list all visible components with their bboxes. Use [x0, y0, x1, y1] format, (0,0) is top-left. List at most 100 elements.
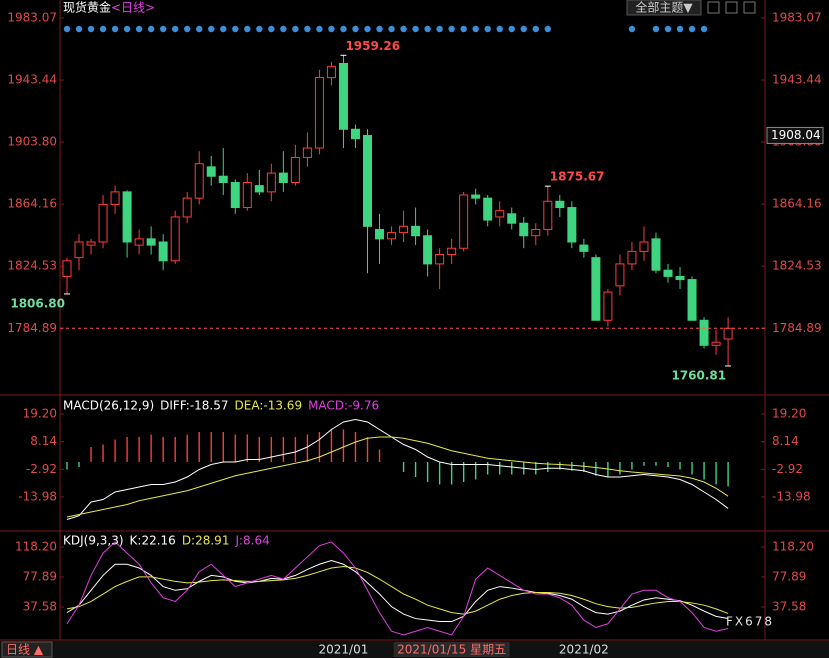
- signal-dot: [184, 25, 191, 33]
- legend-entry: MACD:-9.76: [308, 399, 379, 413]
- signal-dot: [63, 25, 71, 33]
- signal-dot: [376, 25, 383, 33]
- y-tick-label-left: 37.58: [23, 599, 57, 613]
- candle-body: [555, 200, 565, 209]
- candle-body: [254, 185, 264, 193]
- candle-body: [314, 77, 324, 149]
- candle-body: [483, 197, 493, 221]
- extreme-label: 1959.26: [345, 39, 400, 53]
- candle-body: [423, 235, 433, 265]
- candle-body: [375, 228, 385, 240]
- period-button-label[interactable]: 日线 ▲: [6, 643, 44, 657]
- y-tick-label-right: 77.89: [772, 569, 806, 583]
- y-tick-label-left: 1943.44: [7, 73, 57, 87]
- date-box: [393, 642, 510, 657]
- indicator-title: KDJ(9,3,3): [63, 534, 124, 548]
- signal-dot: [171, 25, 179, 33]
- legend-entry: DIFF:-18.57: [160, 399, 228, 413]
- candle-body: [615, 263, 625, 287]
- candle-body: [591, 257, 601, 321]
- theme-button-label[interactable]: 全部主题▼: [635, 0, 693, 15]
- signal-dot: [532, 25, 539, 33]
- signal-dot: [147, 25, 155, 33]
- watermark: FX678: [726, 615, 774, 629]
- candle-body: [86, 241, 96, 246]
- candle-body: [158, 241, 168, 262]
- signal-dot: [244, 25, 251, 33]
- candle-body: [110, 191, 120, 205]
- signal-dot: [316, 25, 323, 33]
- signal-dot: [388, 25, 395, 33]
- signal-dot: [676, 25, 684, 33]
- signal-dot: [352, 25, 359, 33]
- signal-dot: [628, 25, 636, 33]
- candle-body: [302, 147, 312, 158]
- candle-body: [519, 222, 529, 237]
- theme-button[interactable]: [626, 0, 702, 16]
- signal-dot: [400, 25, 407, 33]
- y-tick-label-right: -13.98: [772, 489, 811, 503]
- indicator-title: MACD(26,12,9): [63, 399, 154, 413]
- x-tick-label: 2021/01/15 星期五: [397, 643, 506, 657]
- period-label: <日线>: [111, 1, 155, 15]
- candle-body: [459, 194, 469, 249]
- signal-dot: [196, 25, 203, 33]
- signal-dot: [159, 25, 167, 33]
- candle-body: [663, 269, 673, 277]
- signal-dot: [340, 25, 347, 33]
- y-tick-label-left: -13.98: [18, 489, 57, 503]
- candle-body: [122, 191, 132, 243]
- y-tick-label-left: 1983.07: [7, 10, 57, 24]
- signal-dot: [496, 25, 503, 33]
- candle-body: [543, 200, 553, 230]
- candle-body: [639, 241, 649, 252]
- signal-dot: [364, 25, 371, 33]
- y-tick-label-right: 37.58: [772, 599, 806, 613]
- signal-dot: [304, 25, 311, 33]
- cursor-price-box: [766, 126, 824, 144]
- legend-entry: J:8.64: [234, 534, 269, 548]
- candle-body: [326, 66, 336, 79]
- y-tick-label-right: 8.14: [772, 434, 799, 448]
- candle-body: [363, 135, 372, 227]
- candle-body: [531, 228, 541, 237]
- candle-body: [411, 225, 421, 237]
- candle-body: [387, 232, 397, 240]
- cursor-price-label: 1908.04: [771, 128, 821, 142]
- x-tick-label: 2021/02: [559, 643, 609, 657]
- candle-body: [290, 156, 300, 183]
- y-tick-label-left: 77.89: [23, 569, 57, 583]
- extreme-label: 1875.67: [550, 170, 605, 184]
- period-button[interactable]: [1, 641, 53, 658]
- signal-dot: [256, 25, 263, 33]
- icon[interactable]: [725, 1, 738, 14]
- candle-body: [242, 181, 252, 209]
- y-tick-label-right: -2.92: [772, 462, 803, 476]
- candle-body: [350, 128, 360, 140]
- signal-dot: [75, 25, 83, 33]
- signal-dot: [688, 25, 696, 33]
- candle-body: [723, 327, 733, 340]
- signal-dot: [664, 25, 672, 33]
- signal-dot: [652, 25, 660, 33]
- icon[interactable]: [743, 1, 756, 14]
- candle-body: [627, 250, 637, 265]
- signal-dot: [424, 25, 431, 33]
- signal-dot: [135, 25, 143, 33]
- y-tick-label-right: 1943.44: [772, 73, 822, 87]
- y-tick-label-right: 1824.53: [772, 259, 822, 273]
- signal-dot: [472, 25, 479, 33]
- icon[interactable]: [707, 1, 720, 14]
- candle-body: [170, 216, 180, 262]
- y-tick-label-left: 1903.80: [7, 135, 57, 149]
- y-tick-label-left: 19.20: [23, 407, 57, 421]
- signal-dot: [448, 25, 455, 33]
- signal-dot: [280, 25, 287, 33]
- candle-body: [651, 238, 661, 271]
- candle-body: [507, 213, 517, 224]
- candle-body: [278, 172, 288, 183]
- y-tick-label-left: 1824.53: [7, 259, 57, 273]
- candle-body: [194, 163, 204, 199]
